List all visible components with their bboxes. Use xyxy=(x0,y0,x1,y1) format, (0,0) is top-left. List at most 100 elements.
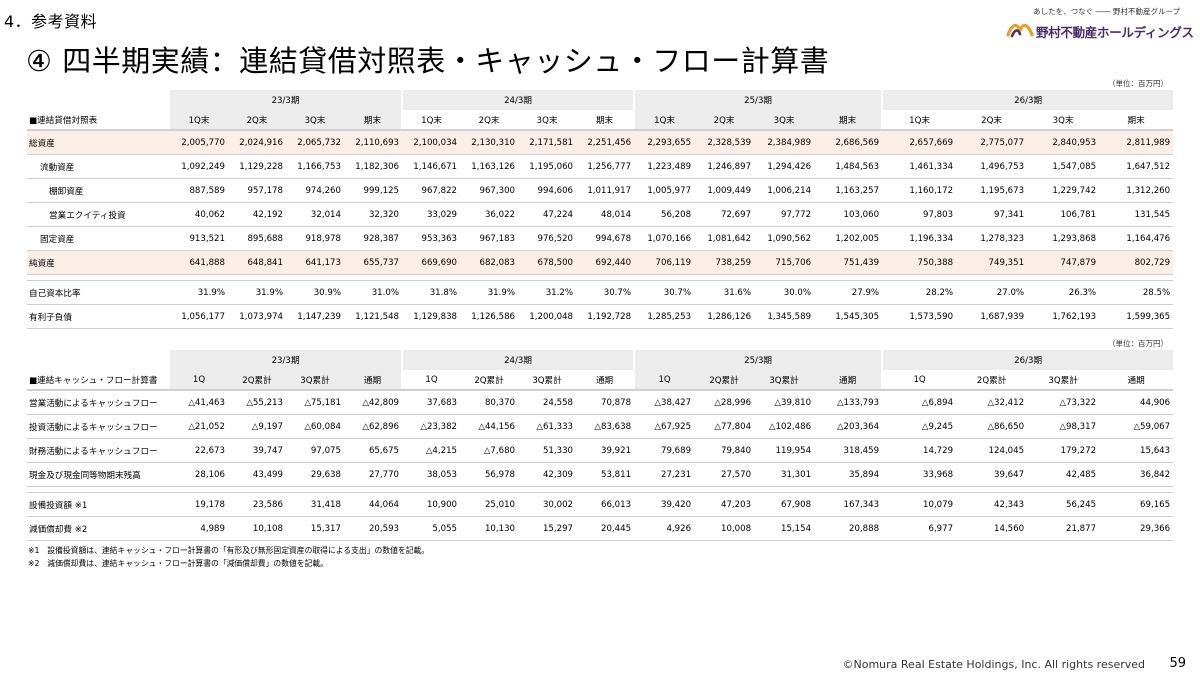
row-label: 営業活動によるキャッシュフロー xyxy=(27,390,169,415)
table-row: 総資産 2,005,770 2,024,916 2,065,732 2,110,693 2… xyxy=(27,130,1174,155)
table-cell: 2,130,310 xyxy=(460,130,519,155)
table-cell: 994,678 xyxy=(576,226,635,251)
column-header: 2Q累計 xyxy=(956,370,1028,391)
row-label: 有利子負債 xyxy=(27,304,169,329)
table-cell: 67,908 xyxy=(754,492,815,517)
period-header: 26/3期 xyxy=(881,90,1174,110)
table-cell: 648,841 xyxy=(228,250,286,275)
table-cell: 20,888 xyxy=(814,516,883,541)
table-cell: 53,811 xyxy=(576,462,635,487)
table-cell: 79,840 xyxy=(694,438,755,463)
column-header-row: ■連結貸借対照表 1Q末 2Q末 3Q末 期末 1Q末 2Q末 3Q末 期末 1Q末 2Q末 3Q末期… xyxy=(27,110,1174,131)
table-cell: 4,926 xyxy=(634,516,695,541)
table-cell: 1,223,489 xyxy=(634,154,695,179)
row-label: 純資産 xyxy=(27,250,169,275)
table-cell: 167,343 xyxy=(814,492,883,517)
table-cell: 895,688 xyxy=(228,226,286,251)
table-cell: △55,213 xyxy=(228,390,286,415)
table-cell: 641,173 xyxy=(286,250,344,275)
table-row: 財務活動によるキャッシュフロー 22,673 39,747 97,075 65,675 △… xyxy=(27,438,1174,463)
table-cell: 928,387 xyxy=(344,226,403,251)
table-cell: 72,697 xyxy=(694,202,755,227)
table-cell: △44,156 xyxy=(460,414,519,439)
row-label: 総資産 xyxy=(27,130,169,155)
row-label: 財務活動によるキャッシュフロー xyxy=(27,438,169,463)
footnote-2: ※2 減価償却費は、連結キャッシュ・フロー計算書の「減価償却費」の数値を記載。 xyxy=(28,559,328,568)
column-header: 3Q累計 xyxy=(1027,370,1100,391)
table-cell: 1,005,977 xyxy=(634,178,695,203)
table-cell: 957,178 xyxy=(228,178,286,203)
balance-sheet-table: 23/3期 24/3期 25/3期 26/3期 ■連結貸借対照表 1Q末 2Q末 3Q末 期末 1… xyxy=(27,90,1174,329)
table-cell: 2,005,770 xyxy=(169,130,228,155)
column-header: 3Q累計 xyxy=(754,370,815,391)
table-cell: 31,301 xyxy=(754,462,815,487)
table-cell: 65,675 xyxy=(344,438,403,463)
table-cell: 967,183 xyxy=(460,226,519,251)
column-header: 2Q累計 xyxy=(460,370,519,391)
table-cell: 1,278,323 xyxy=(956,226,1028,251)
company-logo: あしたを、つなぐ ―― 野村不動産グループ 野村不動産ホールディングス xyxy=(1000,6,1194,42)
column-header: 3Q累計 xyxy=(518,370,577,391)
table-cell: △133,793 xyxy=(814,390,883,415)
table-cell: 1,294,426 xyxy=(754,154,815,179)
table-cell: 1,687,939 xyxy=(956,304,1028,329)
table-cell: 28,106 xyxy=(169,462,228,487)
table-cell: 36,842 xyxy=(1099,462,1174,487)
table-cell: 1,070,166 xyxy=(634,226,695,251)
section-title: ■連結貸借対照表 xyxy=(27,110,169,131)
table-cell: 20,445 xyxy=(576,516,635,541)
row-label: 設備投資額 ※1 xyxy=(27,492,169,517)
table-cell: 1,160,172 xyxy=(882,178,957,203)
table-cell: 6,977 xyxy=(882,516,957,541)
row-label: 営業エクイティ投資 xyxy=(27,202,169,227)
table-cell: 22,673 xyxy=(169,438,228,463)
gap-cell xyxy=(27,486,1174,493)
table-cell: 47,203 xyxy=(694,492,755,517)
table-cell: 31.2% xyxy=(518,280,577,305)
table-cell: 27.0% xyxy=(956,280,1028,305)
column-header: 1Q末 xyxy=(633,110,695,131)
table-cell: △23,382 xyxy=(402,414,461,439)
table-row: 減価償却費 ※2 4,989 10,108 15,317 20,593 5,055 10,1… xyxy=(27,516,1174,541)
table-cell: 1,496,753 xyxy=(956,154,1028,179)
table-row: 自己資本比率 31.9% 31.9% 30.9% 31.0% 31.8% 31.9% 31.2… xyxy=(27,280,1174,305)
table-cell: 4,989 xyxy=(169,516,228,541)
table-cell: 1,073,974 xyxy=(228,304,286,329)
table-cell: 1,484,563 xyxy=(814,154,883,179)
table-cell: △73,322 xyxy=(1027,390,1100,415)
table-cell: 887,589 xyxy=(169,178,228,203)
table-cell: 21,877 xyxy=(1027,516,1100,541)
column-header: 3Q累計 xyxy=(286,370,344,391)
table-cell: 70,878 xyxy=(576,390,635,415)
table-cell: 1,293,868 xyxy=(1027,226,1100,251)
column-header: 3Q末 xyxy=(1027,110,1100,131)
table-cell: 706,119 xyxy=(634,250,695,275)
table-cell: 999,125 xyxy=(344,178,403,203)
row-gap xyxy=(27,274,1174,281)
table-cell: 103,060 xyxy=(814,202,883,227)
table-cell: 80,370 xyxy=(460,390,519,415)
table-cell: 28.2% xyxy=(882,280,957,305)
table-cell: 715,706 xyxy=(754,250,815,275)
table-cell: 39,747 xyxy=(228,438,286,463)
table-cell: 1,056,177 xyxy=(169,304,228,329)
table-cell: 30.9% xyxy=(286,280,344,305)
row-label: 自己資本比率 xyxy=(27,280,169,305)
table-cell: 27,770 xyxy=(344,462,403,487)
table-cell: 1,126,586 xyxy=(460,304,519,329)
table-cell: 106,781 xyxy=(1027,202,1100,227)
table-cell: 15,317 xyxy=(286,516,344,541)
table-cell: 2,811,989 xyxy=(1099,130,1174,155)
table-cell: △86,650 xyxy=(956,414,1028,439)
table-cell: 1,200,048 xyxy=(518,304,577,329)
table-row: 固定資産 913,521 895,688 918,978 928,387 953,363 9… xyxy=(27,226,1174,251)
table-cell: 42,485 xyxy=(1027,462,1100,487)
column-header: 1Q xyxy=(401,370,461,391)
column-header: 期末 xyxy=(344,110,403,131)
table-cell: 30.7% xyxy=(634,280,695,305)
table-cell: 1,647,512 xyxy=(1099,154,1174,179)
table-cell: 31.9% xyxy=(228,280,286,305)
table-cell: 1,286,126 xyxy=(694,304,755,329)
table-cell: 32,014 xyxy=(286,202,344,227)
table-row: 設備投資額 ※1 19,178 23,586 31,418 44,064 10,900 25… xyxy=(27,492,1174,517)
